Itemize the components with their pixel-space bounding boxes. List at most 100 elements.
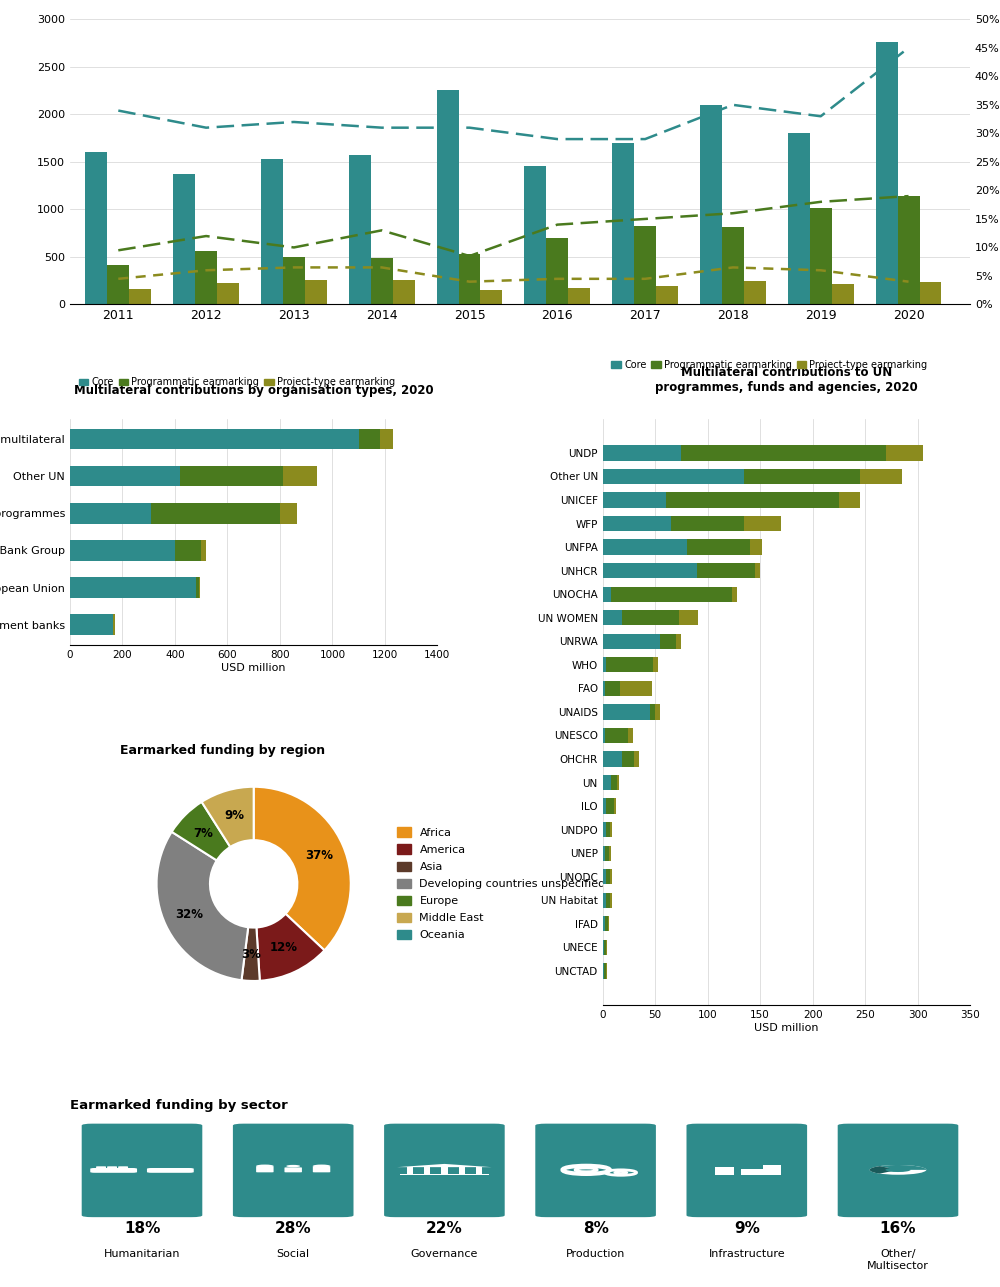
Bar bbox=[622, 752, 634, 767]
Bar bbox=[744, 281, 766, 305]
Bar bbox=[744, 468, 860, 484]
FancyBboxPatch shape bbox=[118, 1166, 128, 1170]
Circle shape bbox=[256, 1165, 274, 1167]
Bar bbox=[611, 775, 617, 790]
Bar bbox=[603, 633, 660, 649]
Bar bbox=[606, 822, 610, 838]
Bar bbox=[407, 1167, 413, 1174]
Bar bbox=[763, 1165, 781, 1175]
Bar bbox=[424, 1167, 430, 1174]
Text: Earmarked funding by region: Earmarked funding by region bbox=[120, 744, 325, 757]
FancyBboxPatch shape bbox=[313, 1166, 330, 1172]
Bar bbox=[609, 846, 611, 861]
Bar bbox=[283, 466, 317, 486]
Bar bbox=[603, 822, 606, 838]
Legend: Core, Programmatic earmarking, Project-type earmarking: Core, Programmatic earmarking, Project-t… bbox=[75, 373, 399, 391]
Bar bbox=[603, 493, 666, 507]
Bar bbox=[70, 466, 180, 486]
Bar bbox=[70, 578, 196, 597]
Bar bbox=[349, 156, 371, 305]
Bar bbox=[920, 282, 941, 305]
Bar bbox=[603, 963, 604, 978]
Bar bbox=[620, 681, 652, 696]
Bar bbox=[603, 893, 606, 907]
Bar bbox=[603, 798, 606, 813]
Bar bbox=[603, 539, 687, 555]
Bar bbox=[217, 283, 239, 305]
Bar bbox=[732, 587, 737, 602]
Text: 9%: 9% bbox=[734, 1221, 760, 1237]
Bar bbox=[715, 1166, 734, 1175]
Wedge shape bbox=[256, 914, 324, 981]
Text: Earmarked funding by sector: Earmarked funding by sector bbox=[70, 1099, 288, 1112]
Bar bbox=[603, 516, 671, 532]
Bar bbox=[666, 493, 839, 507]
Bar bbox=[603, 681, 605, 696]
Bar bbox=[610, 893, 612, 907]
Bar bbox=[175, 541, 201, 561]
Bar bbox=[604, 940, 606, 955]
Wedge shape bbox=[254, 786, 351, 950]
Bar bbox=[660, 633, 676, 649]
Bar bbox=[437, 90, 459, 305]
Bar bbox=[70, 541, 175, 561]
Bar bbox=[113, 614, 115, 634]
Text: 18%: 18% bbox=[124, 1221, 160, 1237]
Bar bbox=[393, 281, 415, 305]
FancyBboxPatch shape bbox=[256, 1166, 274, 1172]
Bar bbox=[617, 775, 619, 790]
Wedge shape bbox=[880, 1165, 926, 1170]
Text: Infrastructure: Infrastructure bbox=[708, 1250, 785, 1260]
Title: Multilateral contributions to UN
programmes, funds and agencies, 2020: Multilateral contributions to UN program… bbox=[655, 366, 918, 394]
Bar bbox=[359, 429, 380, 449]
Bar bbox=[611, 587, 732, 602]
Bar bbox=[606, 940, 607, 955]
Bar bbox=[129, 288, 151, 305]
Bar bbox=[740, 1170, 763, 1175]
Bar bbox=[605, 916, 608, 932]
Bar bbox=[700, 104, 722, 305]
Bar bbox=[280, 503, 297, 524]
Bar bbox=[655, 704, 660, 719]
Bar bbox=[634, 225, 656, 305]
Text: 9%: 9% bbox=[224, 810, 244, 822]
FancyBboxPatch shape bbox=[96, 1166, 106, 1170]
Bar bbox=[603, 445, 681, 461]
Bar bbox=[603, 610, 622, 625]
Bar bbox=[107, 265, 129, 305]
FancyBboxPatch shape bbox=[90, 1169, 137, 1172]
Text: 7%: 7% bbox=[194, 828, 213, 840]
Bar bbox=[371, 257, 393, 305]
Bar bbox=[441, 1167, 448, 1174]
Bar bbox=[605, 681, 620, 696]
Bar bbox=[196, 578, 199, 597]
Bar bbox=[606, 893, 610, 907]
Circle shape bbox=[870, 1165, 926, 1175]
FancyBboxPatch shape bbox=[107, 1166, 117, 1170]
Text: Social: Social bbox=[277, 1250, 310, 1260]
Bar bbox=[612, 143, 634, 305]
X-axis label: USD million: USD million bbox=[221, 663, 286, 673]
Bar bbox=[261, 160, 283, 305]
Text: 16%: 16% bbox=[880, 1221, 916, 1237]
FancyBboxPatch shape bbox=[233, 1124, 354, 1218]
Bar bbox=[898, 196, 920, 305]
Text: 28%: 28% bbox=[275, 1221, 312, 1237]
Bar bbox=[722, 227, 744, 305]
Bar bbox=[603, 752, 622, 767]
X-axis label: USD million: USD million bbox=[754, 1023, 819, 1033]
Bar bbox=[199, 578, 200, 597]
FancyBboxPatch shape bbox=[147, 1169, 194, 1172]
Wedge shape bbox=[202, 786, 254, 847]
Bar bbox=[839, 493, 860, 507]
Text: 3%: 3% bbox=[242, 949, 261, 961]
Text: 12%: 12% bbox=[270, 942, 298, 955]
Wedge shape bbox=[242, 927, 260, 981]
Bar bbox=[603, 869, 606, 884]
Bar bbox=[606, 798, 614, 813]
Bar bbox=[860, 468, 902, 484]
Bar bbox=[608, 916, 609, 932]
Bar bbox=[697, 562, 755, 578]
Bar bbox=[679, 610, 698, 625]
Bar bbox=[650, 704, 655, 719]
